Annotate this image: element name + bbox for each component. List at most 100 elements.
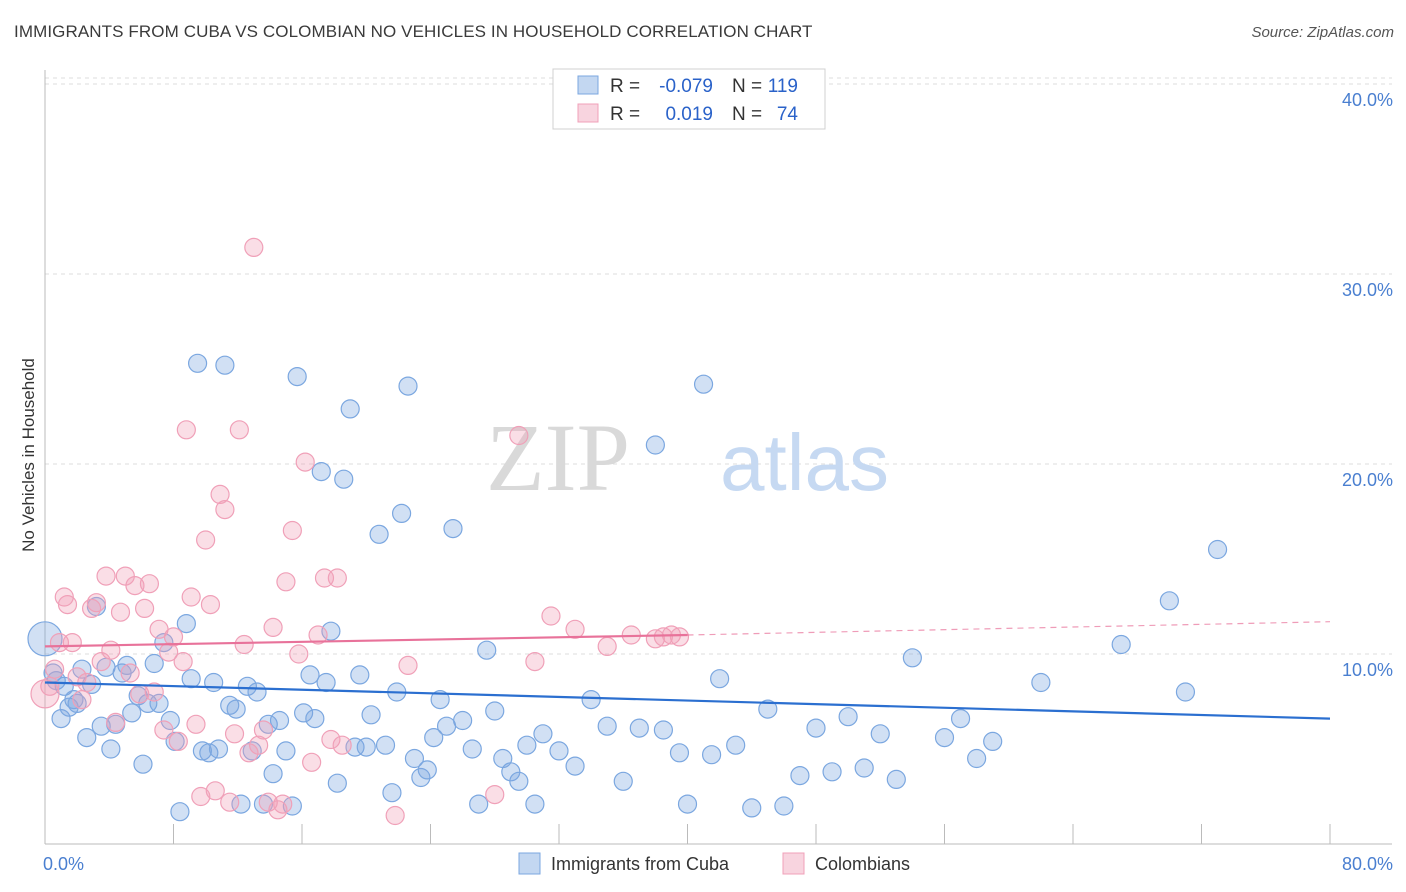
point-cuba [477, 640, 497, 660]
point-cuba [462, 739, 482, 759]
legend-r-label-cuba: R = [610, 76, 640, 97]
point-colombians [276, 572, 296, 592]
point-cuba [533, 724, 553, 744]
point-cuba [710, 669, 730, 689]
point-colombians [72, 689, 92, 710]
point-colombians [541, 606, 561, 626]
legend-n-value-cuba: 119 [768, 76, 798, 97]
point-cuba [822, 762, 842, 782]
point-colombians [332, 735, 352, 755]
point-colombians [159, 642, 179, 662]
point-cuba [430, 689, 450, 710]
point-cuba [1207, 539, 1228, 560]
trend-line-colombians [44, 633, 688, 648]
point-cuba [356, 737, 376, 757]
point-colombians [139, 574, 160, 594]
x-tick-label: 80.0% [1342, 854, 1393, 874]
point-cuba [790, 765, 810, 786]
point-colombians [220, 792, 240, 812]
point-cuba [311, 462, 331, 482]
series-legend-swatch-colombians [782, 852, 805, 875]
point-colombians [186, 714, 206, 734]
point-cuba [133, 754, 153, 774]
point-colombians [200, 594, 221, 615]
point-colombians [244, 237, 264, 257]
series-legend: Immigrants from Cuba Colombians [518, 852, 910, 875]
legend-n-value-colombians: 74 [777, 104, 799, 125]
point-cuba [886, 769, 906, 790]
point-colombians [191, 786, 211, 807]
point-cuba [327, 773, 347, 793]
series-legend-swatch-cuba [518, 852, 541, 875]
legend-n-label-colombians: N = [732, 104, 762, 125]
point-colombians [308, 625, 328, 645]
point-cuba [160, 710, 180, 731]
point-colombians [669, 627, 690, 647]
point-cuba [187, 353, 208, 373]
point-cuba [149, 693, 169, 714]
point-cuba [334, 469, 354, 489]
point-cuba [417, 760, 437, 780]
point-colombians [120, 663, 140, 683]
point-cuba [854, 758, 874, 778]
point-colombians [62, 632, 82, 653]
x-tick-label: 0.0% [43, 854, 84, 874]
point-colombians [321, 729, 341, 750]
point-colombians [134, 598, 155, 619]
point-colombians [86, 593, 107, 613]
point-colombians [597, 636, 617, 657]
point-cuba [950, 708, 971, 729]
watermark: ZIP atlas [486, 404, 889, 511]
point-colombians [96, 566, 116, 586]
point-cuba [51, 708, 71, 729]
legend-r-label-colombians: R = [610, 104, 640, 125]
y-tick-label: 40.0% [1342, 90, 1393, 110]
point-cuba [742, 798, 762, 818]
scatter-points [27, 237, 1228, 826]
point-cuba [226, 699, 246, 719]
point-cuba [77, 727, 97, 748]
point-cuba [693, 374, 714, 394]
point-cuba [517, 735, 537, 755]
point-cuba [204, 672, 224, 693]
point-colombians [154, 720, 174, 740]
point-cuba [1175, 682, 1196, 702]
point-colombians [565, 619, 585, 639]
y-axis-label: No Vehicles in Household [19, 358, 38, 552]
legend-n-label-cuba: N = [732, 76, 762, 97]
point-cuba [404, 748, 425, 769]
point-colombians [168, 731, 188, 752]
point-colombians [385, 805, 405, 826]
point-cuba [677, 794, 698, 814]
point-colombians [176, 420, 196, 440]
trend-line-colombians-extension [687, 621, 1331, 636]
source-label: Source: ZipAtlas.com [1251, 24, 1394, 41]
point-colombians [196, 530, 216, 550]
point-colombians [106, 712, 126, 733]
point-cuba [101, 739, 121, 759]
point-cuba [443, 518, 463, 539]
point-colombians [210, 484, 230, 504]
point-cuba [645, 435, 665, 455]
point-cuba [774, 796, 794, 816]
point-cuba [806, 718, 826, 738]
point-colombians [239, 743, 259, 763]
point-cuba [64, 689, 84, 710]
point-colombians [289, 644, 309, 664]
point-colombians [224, 724, 245, 744]
x-tick-labels: 0.0% 80.0% [43, 854, 1393, 874]
watermark-zip: ZIP [486, 404, 630, 511]
point-colombians [205, 781, 225, 801]
point-colombians [253, 720, 274, 740]
point-cuba [629, 718, 649, 738]
point-colombians [173, 651, 193, 672]
point-cuba [838, 707, 858, 727]
point-colombians [163, 627, 184, 647]
legend-swatch-cuba [577, 75, 599, 95]
point-cuba [726, 735, 746, 755]
point-cuba [269, 710, 290, 731]
legend-r-value-colombians: 0.019 [665, 104, 713, 125]
point-cuba [669, 743, 690, 763]
point-colombians [258, 792, 278, 812]
